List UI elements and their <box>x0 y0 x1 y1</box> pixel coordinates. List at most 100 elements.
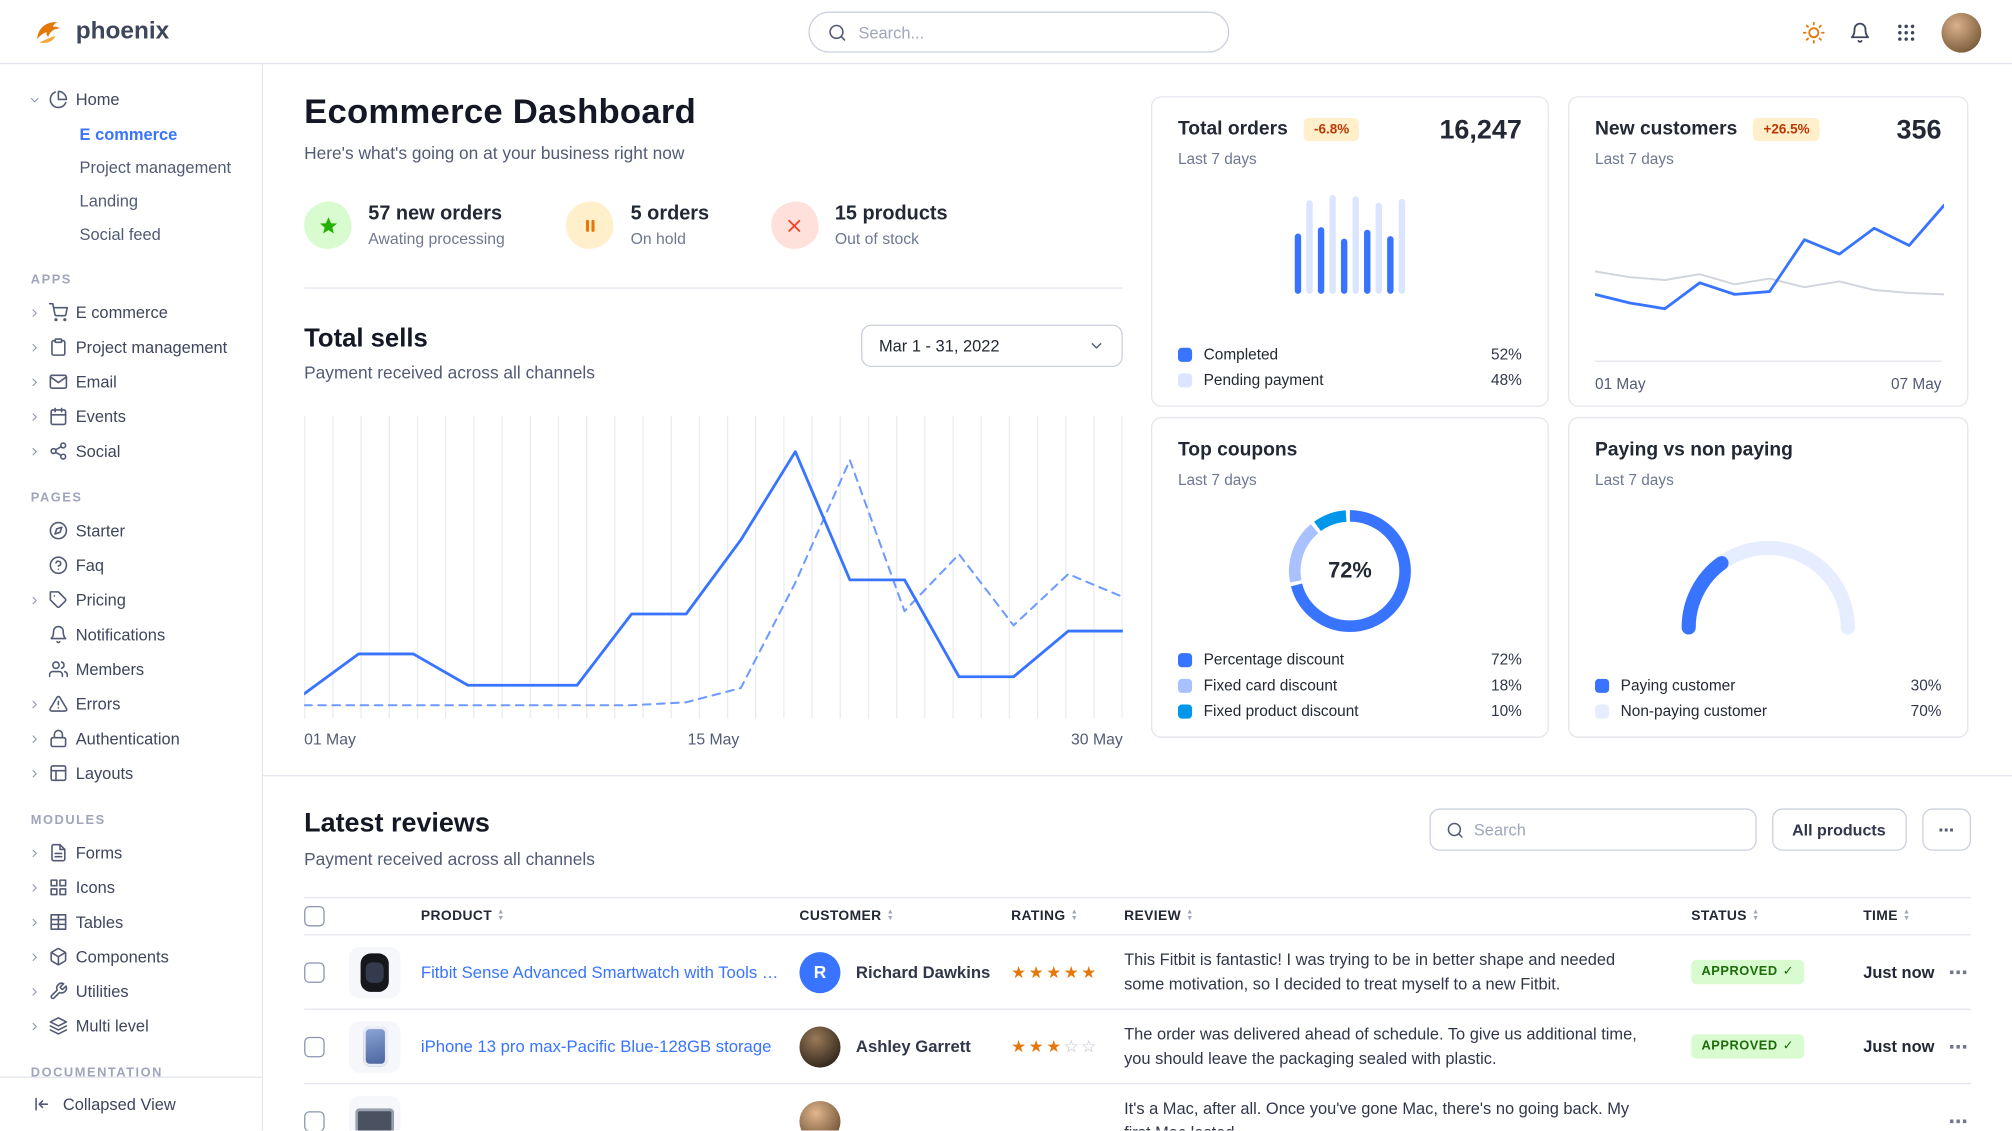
column-header-status[interactable]: STATUS ▲ ▼ <box>1691 908 1760 924</box>
row-checkbox[interactable] <box>304 1036 325 1057</box>
sidebar-item-project-management[interactable]: Project management <box>0 330 262 365</box>
column-header-rating[interactable]: RATING ▲ ▼ <box>1011 908 1079 924</box>
sidebar-item-forms[interactable]: Forms <box>0 835 262 870</box>
column-header-product[interactable]: PRODUCT ▲ ▼ <box>420 908 505 924</box>
card-title: Paying vs non paying <box>1595 438 1793 461</box>
collapsed-view-toggle[interactable]: Collapsed View <box>0 1076 262 1131</box>
column-header-customer[interactable]: CUSTOMER ▲ ▼ <box>799 908 895 924</box>
sidebar-item-icons[interactable]: Icons <box>0 870 262 905</box>
star-icon: ★ <box>1028 961 1047 982</box>
legend-label: Fixed product discount <box>1203 701 1359 720</box>
global-search[interactable] <box>808 11 1230 53</box>
global-search-input[interactable] <box>858 22 1211 42</box>
sidebar-item-social[interactable]: Social <box>0 434 262 469</box>
collapse-icon <box>35 1097 49 1111</box>
main: Ecommerce Dashboard Here's what's going … <box>263 64 2012 1131</box>
sidebar-item-pricing[interactable]: Pricing <box>0 583 262 618</box>
top-coupons-legend: Percentage discount 72% Fixed card discoun… <box>1177 643 1522 720</box>
sidebar-item-starter[interactable]: Starter <box>0 513 262 548</box>
sidebar-item-e-commerce[interactable]: E commerce <box>0 295 262 330</box>
apps-menu-button[interactable] <box>1895 21 1917 43</box>
product-image <box>349 946 401 998</box>
sidebar-item-authentication[interactable]: Authentication <box>0 721 262 756</box>
sidebar-item-landing[interactable]: Landing <box>79 190 139 210</box>
reviews-search[interactable] <box>1428 808 1757 851</box>
bar <box>1352 196 1359 294</box>
notifications-button[interactable] <box>1849 21 1871 43</box>
x-tick: 07 May <box>1890 374 1942 393</box>
sidebar-item-errors[interactable]: Errors <box>0 687 262 722</box>
chevron-right-icon <box>32 412 37 421</box>
chevron-right-icon <box>32 848 37 857</box>
theme-toggle-button[interactable] <box>1802 21 1825 43</box>
sidebar-item-layouts[interactable]: Layouts <box>0 756 262 791</box>
chevron-right-icon <box>32 769 37 777</box>
product-link[interactable]: iPhone 13 pro max-Pacific Blue-128GB sto… <box>420 1036 772 1057</box>
phoenix-logo-icon <box>37 22 60 43</box>
sidebar-item-events[interactable]: Events <box>0 399 262 434</box>
row-checkbox[interactable] <box>304 961 325 983</box>
reviews-controls: All products ⋯ <box>1428 808 1971 851</box>
customer-avatar <box>799 1100 841 1131</box>
all-products-button[interactable]: All products <box>1771 808 1907 851</box>
bar <box>1317 227 1325 294</box>
legend-swatch <box>1177 372 1193 387</box>
rating: ★★★☆☆ <box>1011 1036 1124 1057</box>
review-text: It's a Mac, after all. Once you've gone … <box>1124 1098 1630 1130</box>
sidebar-item-email[interactable]: Email <box>0 364 262 399</box>
sidebar-nav: Home E commerce Project management Landing S… <box>0 82 262 1081</box>
stat-value: 5 orders <box>630 202 710 225</box>
sidebar-item-e-commerce[interactable]: E commerce <box>79 123 178 144</box>
x-tick: 01 May <box>304 730 356 749</box>
sidebar-item-tables[interactable]: Tables <box>0 905 262 940</box>
product-image <box>349 1095 401 1131</box>
tool-icon <box>50 982 68 1000</box>
reviews-search-input[interactable] <box>1473 819 1740 840</box>
user-avatar[interactable] <box>1941 12 1982 52</box>
select-all-checkbox[interactable] <box>304 905 325 927</box>
column-header-time[interactable]: TIME ▲ ▼ <box>1863 908 1911 924</box>
sidebar-item-home[interactable]: Home <box>0 82 262 117</box>
bar <box>1387 236 1394 294</box>
star-icon: ★ <box>1011 1036 1029 1056</box>
legend-value: 10% <box>1491 701 1522 720</box>
chevron-right-icon <box>32 734 37 743</box>
column-header-review[interactable]: REVIEW ▲ ▼ <box>1124 908 1194 924</box>
stat-label: Awating processing <box>368 229 505 248</box>
donut-center-label: 72% <box>1328 558 1372 583</box>
row-menu-button[interactable]: ⋯ <box>1948 1110 1968 1131</box>
product-link[interactable]: Fitbit Sense Advanced Smartwatch with To… <box>420 962 779 982</box>
donut-chart <box>1288 510 1411 632</box>
bell-icon <box>1850 22 1870 43</box>
chevron-right-icon <box>32 883 37 892</box>
sidebar-item-utilities[interactable]: Utilities <box>0 974 262 1009</box>
cart-icon <box>48 302 69 322</box>
chevron-right-icon <box>32 378 37 386</box>
row-menu-button[interactable]: ⋯ <box>1948 961 1968 984</box>
brand[interactable]: phoenix <box>32 0 169 64</box>
sidebar-item-social-feed[interactable]: Social feed <box>79 223 161 244</box>
row-menu-button[interactable]: ⋯ <box>1948 1036 1968 1058</box>
bar <box>1340 238 1348 294</box>
chevron-right-icon <box>32 447 37 455</box>
sidebar-item-project-management[interactable]: Project management <box>79 157 232 177</box>
review-text: The order was delivered ahead of schedul… <box>1124 1023 1637 1067</box>
row-checkbox[interactable] <box>304 1110 325 1131</box>
search-icon <box>1446 821 1464 839</box>
bell-icon <box>50 625 67 644</box>
legend-label: Fixed card discount <box>1203 676 1338 695</box>
date-range-select[interactable]: Mar 1 - 31, 2022 <box>861 324 1123 367</box>
bar <box>1329 194 1336 294</box>
sidebar-item-components[interactable]: Components <box>0 939 262 974</box>
sidebar-item-members[interactable]: Members <box>0 652 262 687</box>
sidebar-item-faq[interactable]: Faq <box>0 548 262 583</box>
card-period: Last 7 days <box>1177 150 1257 169</box>
reviews-more-button[interactable]: ⋯ <box>1921 808 1971 851</box>
sidebar-item-notifications[interactable]: Notifications <box>0 617 262 652</box>
sidebar-item-multi-level[interactable]: Multi level <box>0 1009 262 1044</box>
gauge-chart <box>1681 540 1855 635</box>
total-orders-card: Total orders -6.8% Last 7 days 16,247 Co… <box>1151 96 1549 407</box>
rating: ★★★★★ <box>1011 962 1124 983</box>
brand-name: phoenix <box>75 17 170 45</box>
customer-avatar <box>799 1025 841 1067</box>
